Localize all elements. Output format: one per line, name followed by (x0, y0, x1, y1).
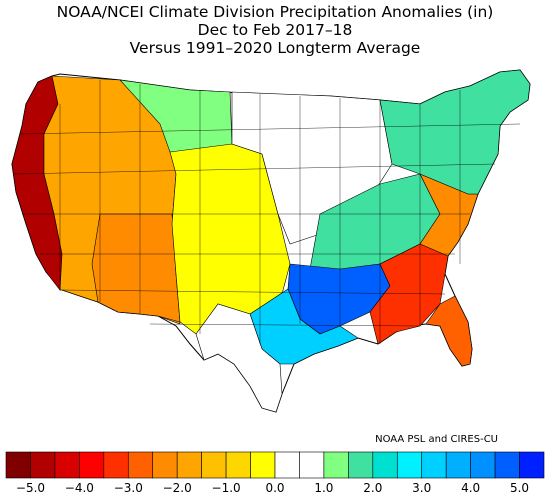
color-scale-swatch (299, 451, 325, 479)
color-scale-swatch (396, 451, 423, 479)
color-scale-tick-label: 2.0 (363, 481, 383, 495)
color-scale-tick-label: 3.0 (412, 481, 432, 495)
color-scale-swatch (348, 451, 374, 479)
color-scale-swatch (103, 451, 129, 479)
color-scale-swatch (470, 451, 496, 479)
region-south-texas (195, 303, 283, 413)
color-scale-swatch (421, 451, 447, 479)
color-scale-swatch (54, 451, 80, 479)
color-scale-swatch (225, 451, 251, 479)
color-scale-swatch (201, 451, 227, 479)
color-scale-swatch (79, 451, 105, 479)
map-subtitle-period: Dec to Feb 2017–18 (197, 21, 353, 39)
color-scale-swatch (445, 451, 471, 479)
division-lines (13, 80, 521, 344)
map-title: NOAA/NCEI Climate Division Precipitation… (56, 3, 494, 21)
color-scale-tick-label: −1.0 (211, 481, 241, 495)
color-scale-swatch (127, 451, 154, 479)
data-credit: NOAA PSL and CIRES-CU (375, 434, 498, 445)
color-scale-tick-label: 4.0 (461, 481, 481, 495)
color-scale-swatch (323, 451, 349, 479)
color-scale-bar (5, 451, 545, 479)
region-southwest (91, 213, 181, 323)
color-scale-swatch (30, 451, 56, 479)
color-scale-tick-label: −4.0 (64, 481, 94, 495)
color-scale-tick-label: −2.0 (162, 481, 192, 495)
region-northeast (379, 69, 531, 195)
color-scale-swatch (152, 451, 178, 479)
color-scale-tick-label: 1.0 (314, 481, 334, 495)
color-scale-tick-label: 0.0 (265, 481, 285, 495)
color-scale-swatch (494, 451, 520, 479)
color-scale-tick-label: −3.0 (113, 481, 143, 495)
precipitation-anomaly-map (11, 69, 531, 413)
color-scale-tick-label: −5.0 (15, 481, 46, 495)
color-scale-swatch (519, 451, 545, 479)
color-scale-swatch (176, 451, 202, 479)
map-subtitle-baseline: Versus 1991–2020 Longterm Average (129, 39, 421, 57)
color-scale-swatch (372, 451, 398, 479)
color-scale-swatch (250, 451, 276, 479)
color-scale-swatch (5, 451, 31, 479)
color-scale-tick-label: 5.0 (509, 481, 530, 495)
region-florida (425, 295, 473, 367)
color-scale-swatch (274, 451, 300, 479)
